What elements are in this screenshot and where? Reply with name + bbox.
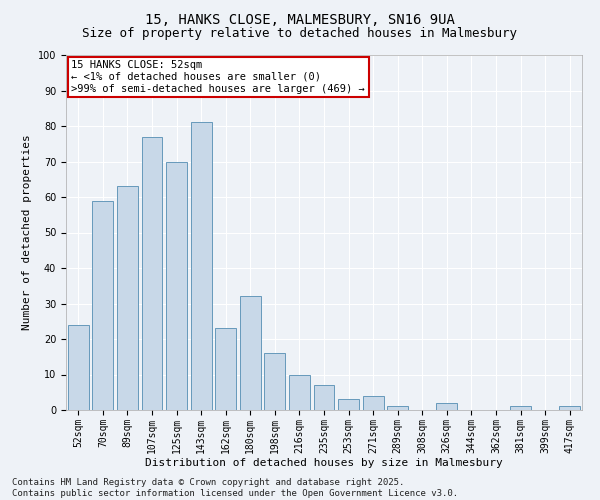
X-axis label: Distribution of detached houses by size in Malmesbury: Distribution of detached houses by size … [145,458,503,468]
Bar [240,296,261,410]
Y-axis label: Number of detached properties: Number of detached properties [22,134,32,330]
Bar [142,136,163,410]
Bar [387,406,408,410]
Text: Contains HM Land Registry data © Crown copyright and database right 2025.
Contai: Contains HM Land Registry data © Crown c… [12,478,458,498]
Bar [510,406,531,410]
Text: 15, HANKS CLOSE, MALMESBURY, SN16 9UA: 15, HANKS CLOSE, MALMESBURY, SN16 9UA [145,12,455,26]
Bar [559,406,580,410]
Bar [362,396,383,410]
Bar [436,403,457,410]
Bar [117,186,138,410]
Text: 15 HANKS CLOSE: 52sqm
← <1% of detached houses are smaller (0)
>99% of semi-deta: 15 HANKS CLOSE: 52sqm ← <1% of detached … [71,60,365,94]
Bar [215,328,236,410]
Bar [338,400,359,410]
Bar [92,200,113,410]
Text: Size of property relative to detached houses in Malmesbury: Size of property relative to detached ho… [83,28,517,40]
Bar [68,325,89,410]
Bar [166,162,187,410]
Bar [289,374,310,410]
Bar [265,353,286,410]
Bar [191,122,212,410]
Bar [314,385,334,410]
